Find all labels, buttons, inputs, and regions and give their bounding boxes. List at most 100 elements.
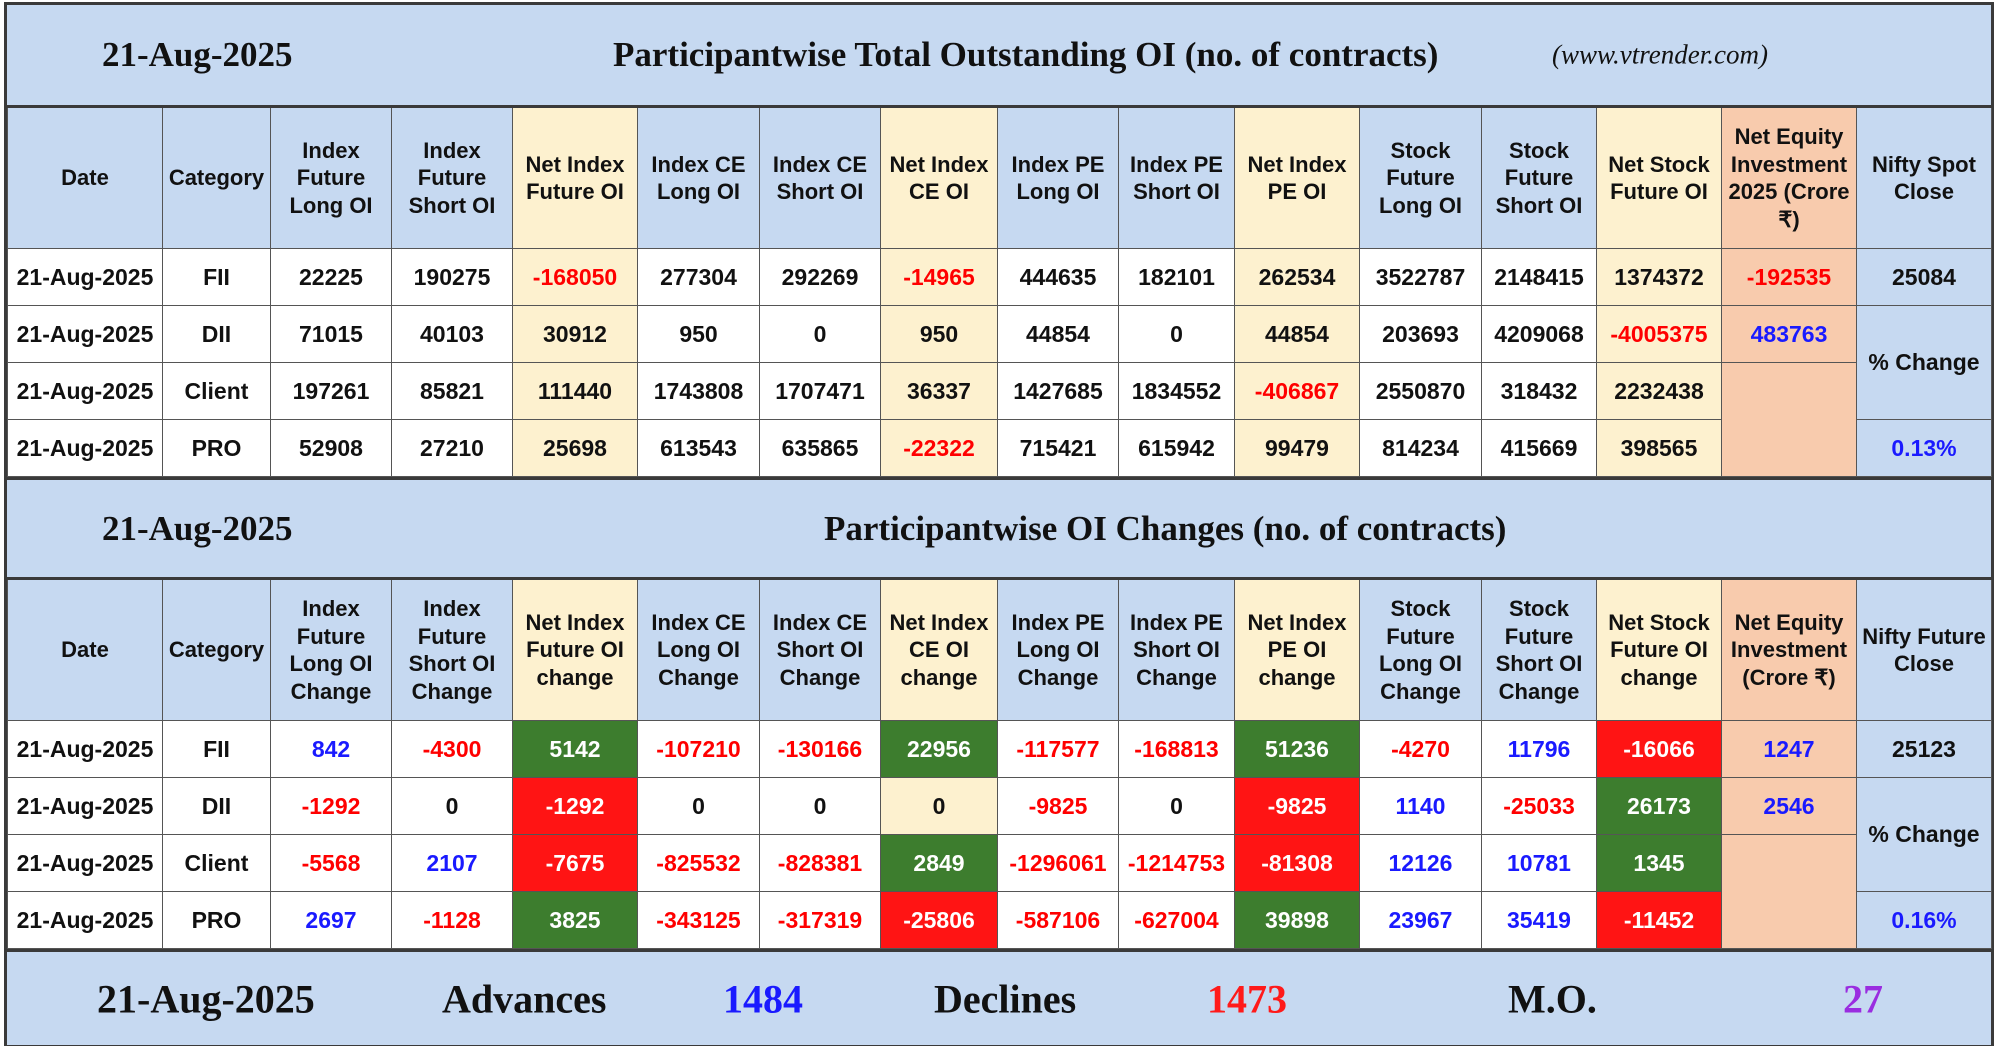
date-cell: 21-Aug-2025: [7, 720, 163, 778]
column-header: Net Equity Investment (Crore ₹): [1721, 578, 1857, 721]
column-header: Category: [162, 106, 271, 249]
header-row: Date Category Index Future Long OI Index Fu…: [7, 106, 1992, 249]
nifty-close-cell: 25123: [1856, 720, 1992, 778]
value-cell: -1296061: [997, 834, 1119, 892]
value-cell: 1140: [1359, 777, 1482, 835]
value-cell: -25806: [880, 891, 998, 949]
footer-date: 21-Aug-2025: [97, 976, 315, 1021]
value-cell: 36337: [880, 362, 998, 420]
value-cell: 111440: [512, 362, 638, 420]
column-header: Index PE Long OI: [997, 106, 1119, 249]
column-header: Index Future Long OI: [270, 106, 392, 249]
value-cell: 26173: [1596, 777, 1722, 835]
value-cell: 2148415: [1481, 248, 1597, 306]
column-header: Index PE Short OI Change: [1118, 578, 1235, 721]
value-cell: 398565: [1596, 419, 1722, 477]
website: (www.vtrender.com): [1552, 39, 1768, 70]
value-cell: 11796: [1481, 720, 1597, 778]
value-cell: 2550870: [1359, 362, 1482, 420]
nifty-close-cell: 25084: [1856, 248, 1992, 306]
column-header: Net Index CE OI change: [880, 578, 998, 721]
mo-value: 27: [1843, 976, 1883, 1021]
column-header: Nifty Future Close: [1856, 578, 1992, 721]
value-cell: 25698: [512, 419, 638, 477]
value-cell: 35419: [1481, 891, 1597, 949]
column-header: Stock Future Short OI: [1481, 106, 1597, 249]
category-cell: FII: [162, 248, 271, 306]
value-cell: -168813: [1118, 720, 1235, 778]
change-label-cell: % Change: [1856, 305, 1992, 420]
category-cell: DII: [162, 305, 271, 363]
date-cell: 21-Aug-2025: [7, 248, 163, 306]
value-cell: -9825: [997, 777, 1119, 835]
data-row: 21-Aug-2025 PRO 52908 27210 25698 613543 63586…: [7, 419, 1992, 477]
value-cell: -1128: [391, 891, 513, 949]
value-cell: 0: [391, 777, 513, 835]
value-cell: -4005375: [1596, 305, 1722, 363]
value-cell: -5568: [270, 834, 392, 892]
value-cell: 415669: [1481, 419, 1597, 477]
column-header: Index PE Long OI Change: [997, 578, 1119, 721]
value-cell: 52908: [270, 419, 392, 477]
value-cell: 635865: [759, 419, 881, 477]
column-header: Index Future Short OI: [391, 106, 513, 249]
value-cell: -81308: [1234, 834, 1360, 892]
column-header: Stock Future Short OI Change: [1481, 578, 1597, 721]
value-cell: -11452: [1596, 891, 1722, 949]
value-cell: 23967: [1359, 891, 1482, 949]
value-cell: -9825: [1234, 777, 1360, 835]
category-cell: FII: [162, 720, 271, 778]
data-row: 21-Aug-2025 Client -5568 2107 -7675 -825532 -8…: [7, 834, 1992, 949]
declines-value: 1473: [1207, 976, 1287, 1021]
column-header: Stock Future Long OI Change: [1359, 578, 1482, 721]
category-cell: Client: [162, 834, 271, 892]
value-cell: 85821: [391, 362, 513, 420]
value-cell: 814234: [1359, 419, 1482, 477]
data-row: 21-Aug-2025 PRO 2697 -1128 3825 -343125 -31731…: [7, 891, 1992, 949]
column-header: Category: [162, 578, 271, 721]
value-cell: 0: [759, 777, 881, 835]
value-cell: -16066: [1596, 720, 1722, 778]
value-cell: 0: [880, 777, 998, 835]
declines-label: Declines: [934, 976, 1077, 1021]
equity-empty-cell: [1721, 834, 1857, 949]
value-cell: 30912: [512, 305, 638, 363]
section1-date: 21-Aug-2025: [102, 35, 293, 74]
value-cell: 51236: [1234, 720, 1360, 778]
value-cell: -4300: [391, 720, 513, 778]
value-cell: -25033: [1481, 777, 1597, 835]
column-header: Index PE Short OI: [1118, 106, 1235, 249]
column-header: Index CE Short OI: [759, 106, 881, 249]
category-cell: DII: [162, 777, 271, 835]
value-cell: -406867: [1234, 362, 1360, 420]
value-cell: 71015: [270, 305, 392, 363]
column-header: Index CE Long OI Change: [637, 578, 760, 721]
section1-title-band: 21-Aug-2025 Participantwise Total Outsta…: [7, 5, 1991, 105]
value-cell: 2232438: [1596, 362, 1722, 420]
change-cell: 0.13%: [1856, 419, 1992, 477]
data-row: 21-Aug-2025 FII 22225 190275 -168050 277304 29…: [7, 248, 1992, 306]
column-header: Date: [7, 106, 163, 249]
value-cell: 277304: [637, 248, 760, 306]
value-cell: 950: [880, 305, 998, 363]
value-cell: 44854: [1234, 305, 1360, 363]
value-cell: 1743808: [637, 362, 760, 420]
value-cell: -117577: [997, 720, 1119, 778]
value-cell: 950: [637, 305, 760, 363]
value-cell: 2697: [270, 891, 392, 949]
value-cell: 1345: [1596, 834, 1722, 892]
value-cell: -4270: [1359, 720, 1482, 778]
value-cell: 1707471: [759, 362, 881, 420]
value-cell: -828381: [759, 834, 881, 892]
equity-cell: -192535: [1721, 248, 1857, 306]
date-cell: 21-Aug-2025: [7, 777, 163, 835]
data-row: 21-Aug-2025 Client 197261 85821 111440 174380…: [7, 362, 1992, 477]
value-cell: 99479: [1234, 419, 1360, 477]
advances-value: 1484: [723, 976, 803, 1021]
equity-cell: 1247: [1721, 720, 1857, 778]
value-cell: 0: [637, 777, 760, 835]
value-cell: 10781: [1481, 834, 1597, 892]
column-header: Index Future Short OI Change: [391, 578, 513, 721]
header-row: Date Category Index Future Long OI Change I…: [7, 578, 1992, 721]
value-cell: 39898: [1234, 891, 1360, 949]
